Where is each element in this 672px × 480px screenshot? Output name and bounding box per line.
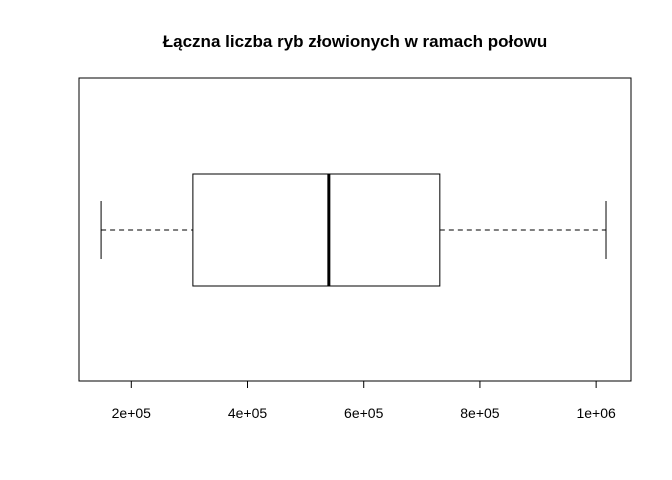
x-tick-label: 1e+06 [576,405,616,421]
x-tick-label: 6e+05 [344,405,384,421]
x-tick-label: 4e+05 [228,405,268,421]
x-tick-label: 2e+05 [112,405,152,421]
x-axis: 2e+05 4e+05 6e+05 8e+05 1e+06 [112,380,616,421]
x-tick-label: 8e+05 [460,405,500,421]
chart-title: Łączna liczba ryb złowionych w ramach po… [163,32,547,51]
box-layer [100,173,607,287]
iqr-box [192,173,441,287]
